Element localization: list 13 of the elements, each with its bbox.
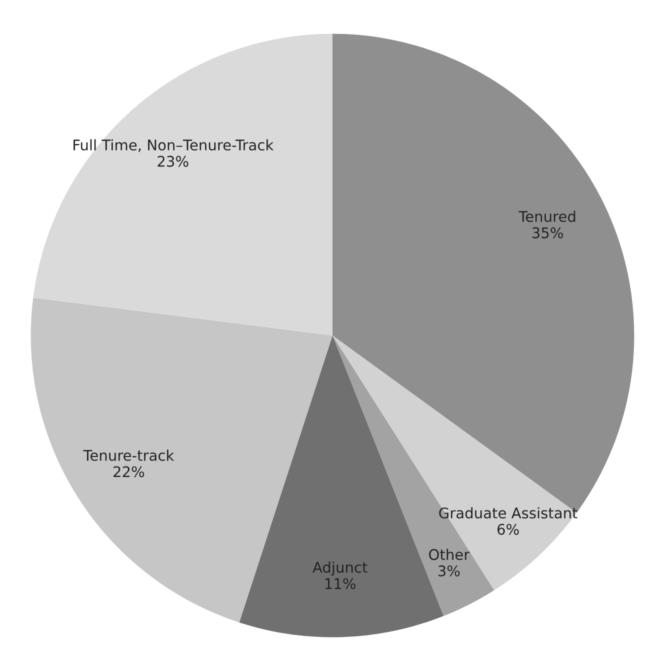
- data-label: 11%: [325, 578, 356, 590]
- data-label: 23%: [158, 156, 188, 167]
- slice-label: Full Time, Non–Tenure-Track: [74, 139, 274, 152]
- pie-slice: [33, 34, 332, 336]
- slice-label: Adjunct: [312, 562, 368, 576]
- slice-label: Tenured: [518, 210, 576, 222]
- slice-label: Tenure-track: [83, 450, 174, 461]
- data-label: 35%: [532, 227, 563, 238]
- slice-label: Graduate Assistant: [439, 507, 578, 519]
- data-label: 22%: [114, 466, 144, 478]
- data-label: 3%: [438, 565, 460, 576]
- slice-label: Other: [429, 548, 470, 560]
- data-label: 6%: [498, 524, 519, 535]
